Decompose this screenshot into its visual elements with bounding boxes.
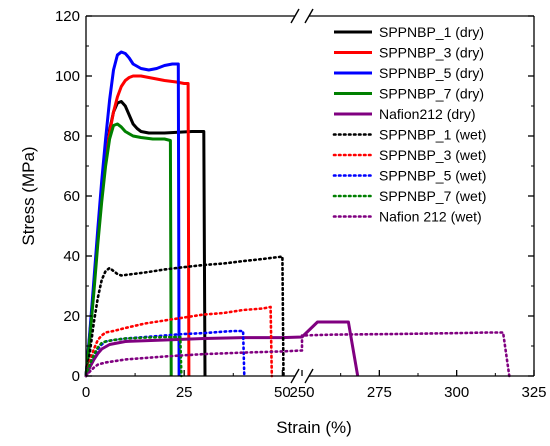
x-tick-label-300: 300 [444, 384, 469, 401]
plot-curves [84, 50, 511, 378]
x-tick-label-0: 0 [82, 384, 90, 401]
axis-break-mark-top-1 [290, 8, 300, 24]
x-axis-title: Strain (%) [276, 418, 352, 437]
series-line-10 [84, 331, 511, 378]
legend-label-9: SPPNBP_7 (wet) [379, 188, 486, 204]
y-tick-label-0: 0 [72, 368, 80, 385]
x-tick-label-50: 50 [274, 384, 291, 401]
y-tick-label-100: 100 [55, 68, 80, 85]
x-tick-label-325: 325 [521, 384, 546, 401]
legend-label-5: Nafion212 (dry) [379, 106, 476, 122]
x-tick-label-275: 275 [367, 384, 392, 401]
y-tick-label-20: 20 [63, 308, 80, 325]
legend: SPPNBP_1 (dry) SPPNBP_3 (dry) SPPNBP_5 (dr… [332, 24, 486, 225]
legend-label-6: SPPNBP_1 (wet) [379, 127, 486, 143]
y-tick-label-40: 40 [63, 248, 80, 265]
series-line-9 [84, 335, 183, 378]
y-tick-label-60: 60 [63, 188, 80, 205]
series-line-4 [84, 122, 173, 377]
y-axis-title: Stress (MPa) [19, 146, 38, 245]
legend-label-7: SPPNBP_3 (wet) [379, 147, 486, 163]
series-line-5 [84, 320, 360, 377]
legend-label-4: SPPNBP_7 (dry) [379, 86, 484, 102]
legend-label-1: SPPNBP_1 (dry) [379, 24, 484, 40]
legend-label-10: Nafion 212 (wet) [379, 209, 482, 225]
legend-label-3: SPPNBP_5 (dry) [379, 65, 484, 81]
y-tick-label-120: 120 [55, 8, 80, 25]
legend-label-2: SPPNBP_3 (dry) [379, 45, 484, 61]
x-tick-label-25: 25 [176, 384, 193, 401]
y-tick-label-80: 80 [63, 128, 80, 145]
legend-label-8: SPPNBP_5 (wet) [379, 168, 486, 184]
x-tick-label-250: 250 [289, 384, 314, 401]
axis-break-mark-bottom-2 [304, 368, 314, 384]
series-line-6 [84, 255, 285, 378]
axis-break-mark-top-2 [304, 8, 314, 24]
axis-break-mark-bottom-1 [290, 368, 300, 384]
series-line-7 [84, 305, 274, 378]
